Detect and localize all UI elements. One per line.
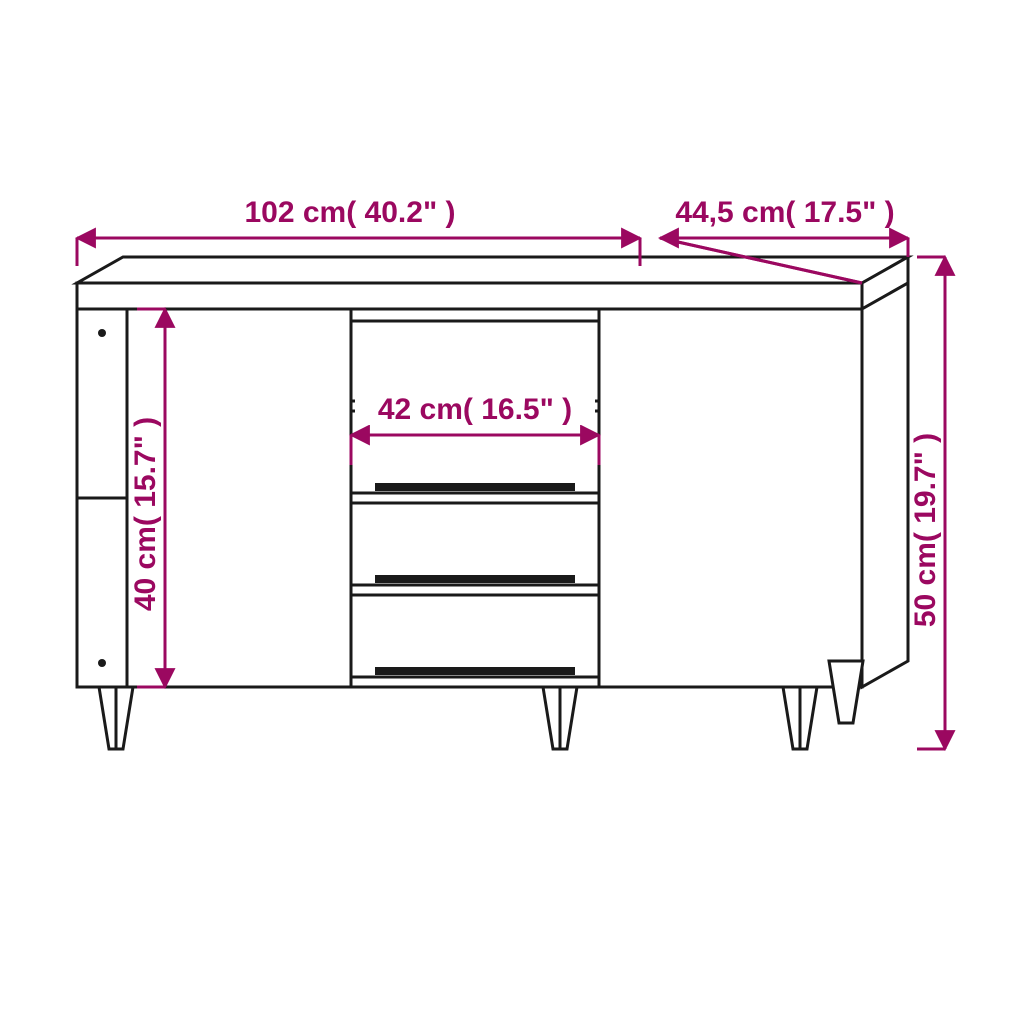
drawer-handle-3 [375, 667, 575, 675]
cabinet-drawing [77, 257, 908, 749]
shelf-pin-0 [98, 329, 106, 337]
dim-drawer-label: 42 cm( 16.5" ) [378, 393, 572, 426]
dimension-diagram: 102 cm( 40.2" ) 44,5 cm( 17.5" ) 42 cm( 16… [0, 0, 1024, 1024]
shelf-pin-1 [98, 659, 106, 667]
dim-left-h-label: 40 cm( 15.7" ) [129, 417, 162, 611]
dim-width-label: 102 cm( 40.2" ) [244, 196, 455, 229]
drawer-handle-2 [375, 575, 575, 583]
drawer-handle-1 [375, 483, 575, 491]
cabinet-right-side [862, 283, 908, 687]
drawer-front-3 [351, 595, 599, 677]
cabinet-top-surface [77, 257, 908, 283]
dim-depth-label: 44,5 cm( 17.5" ) [675, 196, 894, 229]
drawer-front-2 [351, 503, 599, 585]
drawer-front-0 [351, 321, 599, 401]
cabinet-top-front-edge [77, 283, 862, 309]
dim-right-label: 50 cm( 19.7" ) [909, 433, 942, 627]
leg-rear [829, 661, 863, 723]
